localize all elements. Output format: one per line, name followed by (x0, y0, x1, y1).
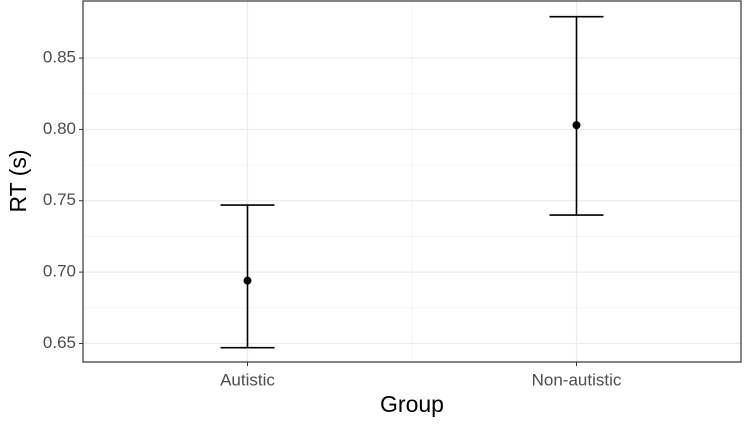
y-tick-label: 0.80 (43, 119, 76, 138)
y-axis-title: RT (s) (5, 149, 31, 212)
y-tick-label: 0.85 (43, 48, 76, 67)
x-tick-label: Autistic (220, 370, 275, 389)
y-tick-label: 0.75 (43, 190, 76, 209)
x-tick-label: Non-autistic (532, 370, 622, 389)
panel-border (82, 0, 742, 363)
point (572, 121, 581, 130)
x-axis-title: Group (380, 391, 444, 417)
y-tick-label: 0.70 (43, 262, 76, 281)
y-tick-label: 0.65 (43, 333, 76, 352)
point (243, 276, 252, 285)
